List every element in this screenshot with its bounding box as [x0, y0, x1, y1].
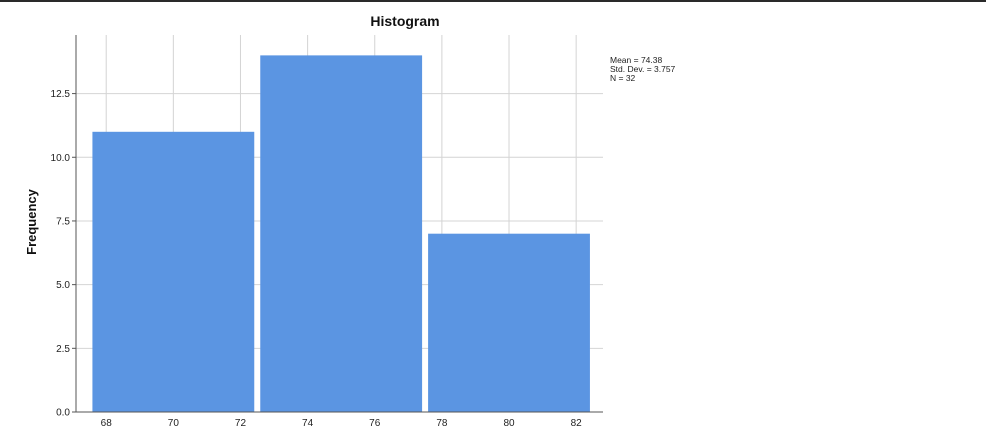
bars — [92, 55, 590, 412]
chart-title: Histogram — [370, 13, 439, 29]
x-tick-label: 76 — [369, 418, 381, 429]
x-tick-labels: 68 70 72 74 76 78 80 82 — [101, 418, 582, 429]
histogram-bar — [428, 233, 590, 412]
x-tick-label: 70 — [168, 418, 180, 429]
histogram-bar — [92, 131, 255, 412]
y-tick-labels: 0.0 2.5 5.0 7.5 10.0 12.5 — [51, 89, 71, 418]
histogram-bar — [260, 55, 423, 412]
y-axis-label: Frequency — [24, 188, 39, 255]
x-tick-label: 78 — [436, 418, 448, 429]
y-tick-label: 7.5 — [56, 216, 70, 227]
x-tick-label: 80 — [503, 418, 515, 429]
stats-std-dev: Std. Dev. = 3.757 — [610, 64, 676, 74]
y-tick-label: 0.0 — [56, 408, 70, 419]
y-tick-label: 12.5 — [51, 89, 71, 100]
x-tick-label: 68 — [101, 418, 113, 429]
y-tick-label: 10.0 — [51, 153, 71, 164]
x-tick-label: 74 — [302, 418, 314, 429]
stats-mean: Mean = 74.38 — [610, 55, 663, 65]
top-border-rule — [0, 0, 986, 2]
stats-box: Mean = 74.38 Std. Dev. = 3.757 N = 32 — [610, 56, 675, 83]
y-tick-label: 5.0 — [56, 280, 70, 291]
x-tick-label: 82 — [571, 418, 583, 429]
axes — [72, 35, 603, 413]
y-tick-label: 2.5 — [56, 344, 70, 355]
stats-n: N = 32 — [610, 73, 636, 83]
x-tick-label: 72 — [235, 418, 247, 429]
